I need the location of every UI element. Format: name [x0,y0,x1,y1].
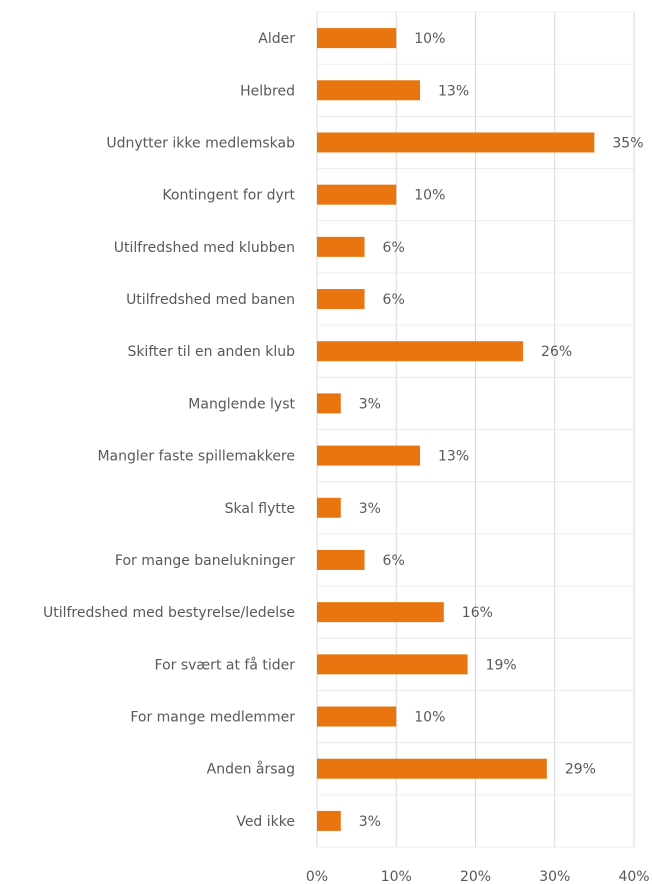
bar [317,549,365,570]
bar [317,184,397,205]
y-tick-label: Utilfredshed med bestyrelse/ledelse [43,605,295,621]
value-label: 3% [359,814,381,830]
bar [317,393,341,414]
value-label: 16% [462,605,493,621]
y-tick-label: Utilfredshed med banen [126,292,295,308]
bar [317,810,341,831]
bar [317,28,397,49]
value-label: 3% [359,501,381,517]
value-label: 10% [414,31,445,47]
value-label: 6% [383,553,405,569]
value-label: 35% [612,135,643,151]
value-label: 26% [541,344,572,360]
y-tick-label: Ved ikke [236,814,295,830]
y-tick-label: Skifter til en anden klub [127,344,295,360]
x-tick-label: 40% [618,869,649,884]
bar [317,602,444,623]
y-tick-label: For mange banelukninger [115,553,295,569]
bar [317,445,421,466]
value-label: 13% [438,83,469,99]
x-tick-label: 0% [306,869,328,884]
x-tick-label: 30% [539,869,570,884]
bar [317,497,341,518]
y-tick-label: Skal flytte [225,501,295,517]
bar [317,80,421,101]
bar [317,132,595,153]
value-label: 6% [383,240,405,256]
y-tick-label: Anden årsag [207,761,295,778]
y-tick-label: Udnytter ikke medlemskab [106,135,295,151]
value-label: 13% [438,449,469,465]
bar [317,706,397,727]
y-tick-label: Helbred [240,83,295,99]
value-label: 19% [486,657,517,673]
value-label: 10% [414,710,445,726]
value-label: 3% [359,396,381,412]
y-tick-label: Mangler faste spillemakkere [97,449,295,465]
bar [317,758,547,779]
x-tick-label: 10% [381,869,412,884]
x-tick-label: 20% [460,869,491,884]
value-label: 10% [414,188,445,204]
value-label: 29% [565,762,596,778]
y-tick-label: Alder [258,31,295,47]
value-label: 6% [383,292,405,308]
y-tick-label: Utilfredshed med klubben [114,240,295,256]
bar [317,236,365,257]
bar [317,289,365,310]
y-tick-label: Kontingent for dyrt [162,188,295,204]
y-tick-label: For svært at få tider [155,656,296,673]
y-tick-label: For mange medlemmer [130,710,295,726]
bar [317,341,524,362]
bar [317,654,468,675]
y-tick-label: Manglende lyst [188,396,295,412]
